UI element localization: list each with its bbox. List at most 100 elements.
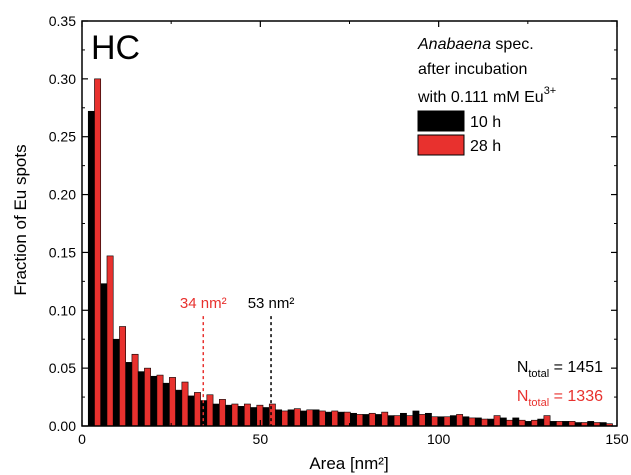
bar-10h-20 — [337, 411, 345, 427]
y-tick-label-7: 0.35 — [49, 13, 76, 29]
bar-28h-31 — [481, 418, 489, 427]
legend-title-charge: 3+ — [544, 85, 557, 97]
bar-28h-21 — [356, 414, 364, 427]
y-tick-label-3: 0.15 — [49, 244, 76, 260]
panel-label: HC — [91, 29, 140, 67]
y-tick-label-0: 0.00 — [49, 418, 76, 434]
y-tick-label-4: 0.20 — [49, 187, 76, 203]
bar-10h-17 — [300, 410, 307, 427]
bar-28h-18 — [318, 410, 326, 427]
bar-10h-23 — [375, 414, 382, 427]
bar-10h-31 — [474, 417, 482, 427]
bar-28h-30 — [468, 417, 476, 427]
legend-title-line-3: with 0.111 mM Eu3+ — [417, 85, 556, 106]
bar-10h-15 — [275, 409, 283, 427]
bar-10h-22 — [362, 414, 370, 427]
bar-10h-33 — [499, 417, 507, 427]
bar-28h-17 — [306, 409, 314, 427]
median-marker-label-1: 53 nm² — [248, 295, 295, 312]
bar-28h-14 — [268, 403, 276, 427]
bar-10h-7 — [175, 389, 183, 427]
bar-28h-27 — [431, 416, 439, 427]
bar-10h-19 — [325, 411, 332, 427]
bar-10h-26 — [412, 410, 420, 427]
bar-10h-25 — [400, 412, 407, 427]
x-tick-label-1: 50 — [253, 431, 269, 447]
bar-10h-27 — [424, 412, 432, 427]
bar-28h-5 — [156, 374, 164, 427]
bar-28h-10 — [219, 399, 226, 427]
bar-10h-10 — [212, 403, 220, 427]
legend-label-28h: 28 h — [470, 138, 501, 155]
bars-group — [87, 78, 613, 427]
bar-10h-30 — [462, 416, 470, 427]
x-tick-label-2: 100 — [427, 431, 451, 447]
bar-28h-12 — [243, 403, 251, 427]
y-tick-label-6: 0.30 — [49, 71, 76, 87]
bar-10h-13 — [250, 407, 258, 427]
plot-frame — [81, 20, 618, 427]
annotation-group: 34 nm² 53 nm² — [180, 295, 294, 426]
bar-28h-25 — [406, 415, 414, 427]
bar-10h-36 — [537, 418, 545, 427]
bar-10h-1 — [100, 283, 108, 427]
bar-10h-5 — [150, 375, 158, 427]
bar-28h-19 — [331, 410, 339, 427]
bar-28h-34 — [518, 419, 526, 427]
bar-10h-32 — [487, 418, 495, 427]
y-axis-title: Fraction of Eu spots — [11, 144, 30, 295]
bar-10h-3 — [125, 362, 133, 427]
bar-10h-2 — [112, 338, 120, 427]
bar-28h-4 — [144, 367, 151, 427]
bar-28h-26 — [418, 414, 426, 427]
ntotal-10h: Ntotal = 1451 — [517, 359, 603, 380]
bar-10h-12 — [237, 406, 245, 427]
bar-10h-4 — [137, 371, 145, 427]
bar-28h-11 — [231, 403, 239, 427]
x-axis-title: Area [nm²] — [309, 454, 388, 473]
bar-28h-6 — [169, 377, 176, 427]
x-tick-label-0: 0 — [78, 431, 86, 447]
bar-28h-15 — [281, 410, 289, 427]
bar-28h-33 — [506, 419, 513, 427]
y-tick-label-5: 0.25 — [49, 129, 76, 145]
legend-title-conc: with 0.111 mM Eu — [417, 89, 544, 106]
median-marker-label-0: 34 nm² — [180, 295, 227, 312]
bar-10h-0 — [87, 110, 95, 427]
bar-10h-6 — [162, 382, 170, 427]
bar-28h-22 — [368, 412, 376, 427]
bar-10h-24 — [387, 415, 395, 427]
legend-swatch-10h — [417, 110, 465, 132]
bar-10h-29 — [449, 415, 457, 427]
bar-28h-3 — [131, 353, 139, 427]
x-tick-label-3: 150 — [605, 431, 629, 447]
legend-title-line-2: after incubation — [418, 61, 527, 78]
bar-10h-11 — [225, 404, 233, 427]
ticks-group: 0 50 100 150 0.00 0.05 0.10 0.15 0.20 0.25 0.30 0.3… — [49, 13, 629, 447]
bar-10h-8 — [187, 395, 195, 427]
bar-28h-23 — [381, 411, 389, 427]
legend-title-line-1: Anabaena spec. — [417, 36, 534, 53]
bar-28h-2 — [119, 326, 126, 427]
bar-10h-21 — [350, 412, 357, 427]
bar-28h-1 — [106, 255, 114, 427]
bar-28h-24 — [393, 415, 401, 427]
bar-10h-18 — [312, 409, 320, 427]
bar-28h-29 — [456, 414, 464, 427]
bar-10h-14 — [262, 407, 270, 427]
bar-10h-16 — [287, 409, 295, 427]
bar-28h-36 — [543, 415, 551, 427]
y-tick-label-2: 0.10 — [49, 302, 76, 318]
legend-swatch-28h — [417, 134, 465, 156]
legend-label-10h: 10 h — [470, 114, 501, 131]
bar-10h-34 — [512, 417, 520, 427]
legend-title-species: Anabaena — [417, 36, 491, 53]
y-tick-label-1: 0.05 — [49, 360, 76, 376]
ntotal-28h: Ntotal = 1336 — [517, 388, 603, 409]
bar-28h-9 — [206, 394, 214, 427]
bar-28h-8 — [194, 392, 201, 427]
bar-28h-7 — [181, 381, 189, 427]
legend-title-spec: spec. — [491, 36, 534, 53]
bar-28h-0 — [94, 78, 102, 427]
